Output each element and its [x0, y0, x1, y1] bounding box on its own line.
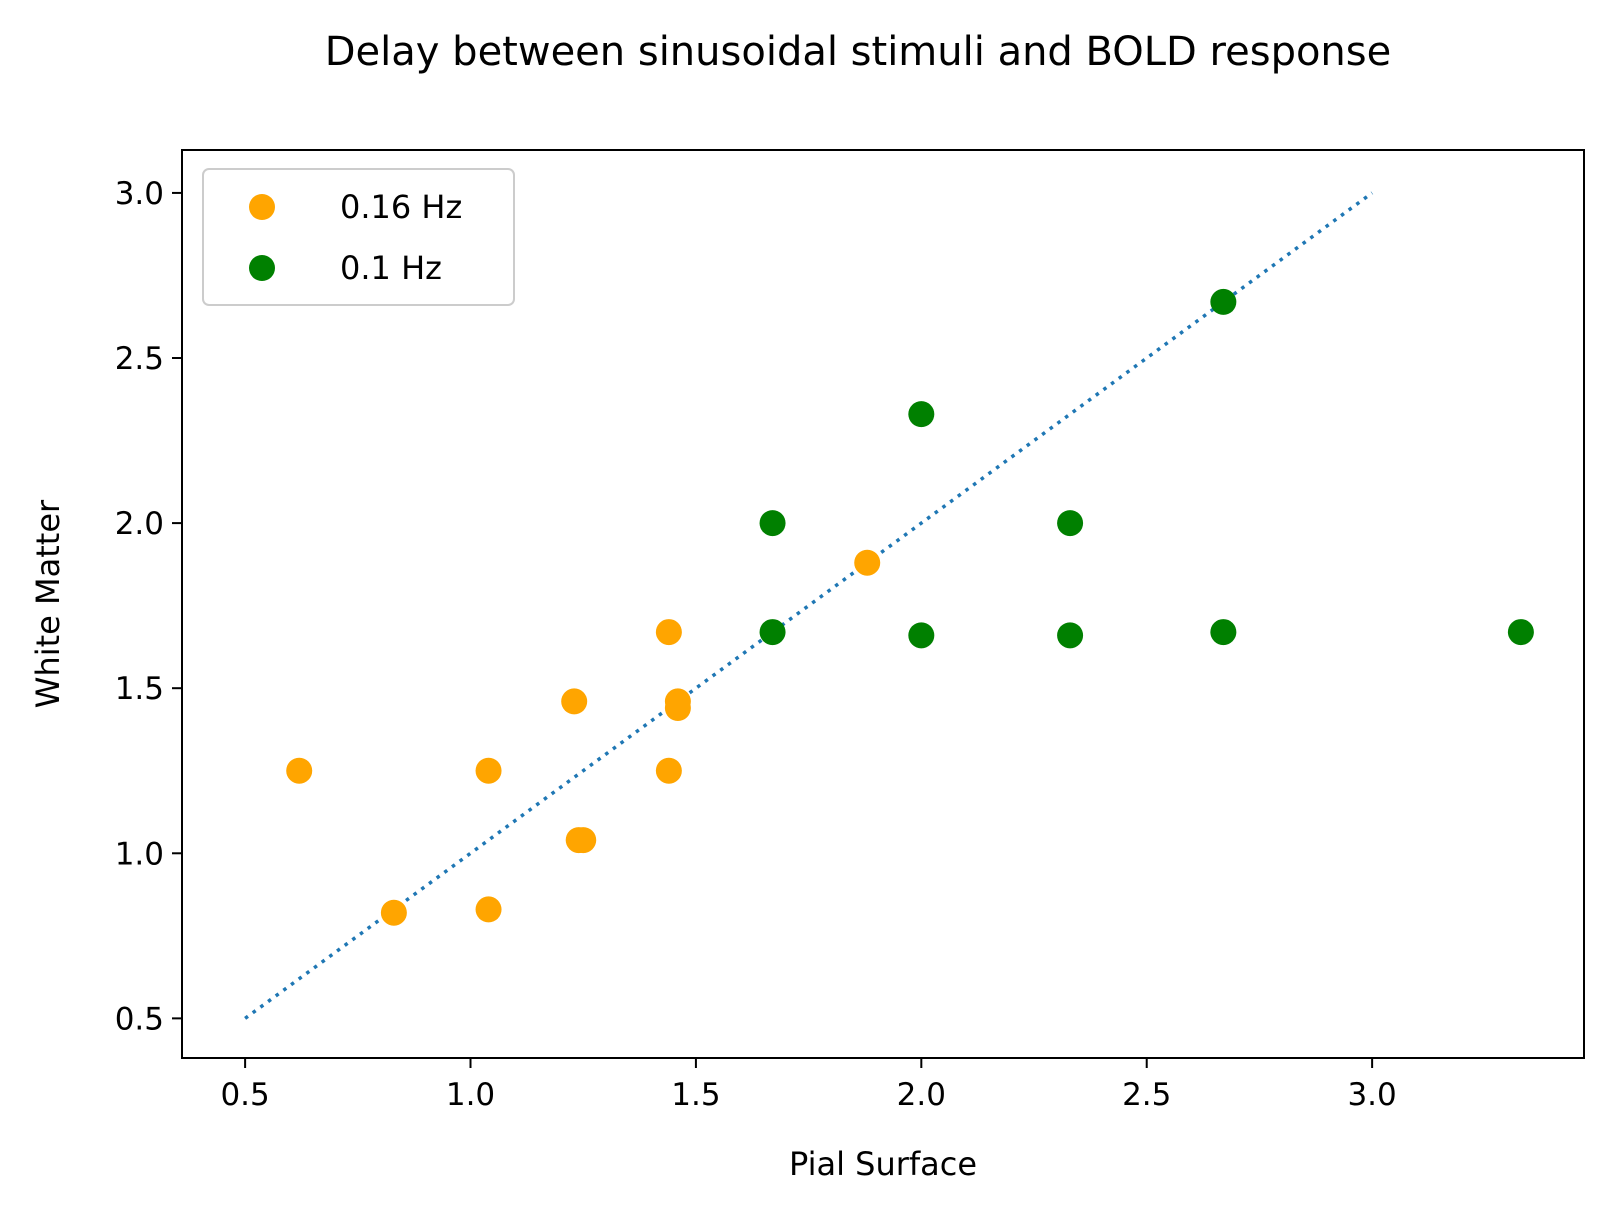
- point-0.16-hz-6: [570, 827, 597, 854]
- y-tick-label-3.0: 3.0: [115, 176, 164, 212]
- legend-label-0.1-hz: 0.1 Hz: [340, 249, 442, 287]
- point-0.1-hz-2: [908, 401, 935, 428]
- point-0.1-hz-4: [1057, 510, 1084, 537]
- point-0.1-hz-0: [759, 510, 786, 537]
- plot-area-frame: [181, 149, 1585, 1059]
- legend: 0.16 Hz 0.1 Hz: [202, 168, 515, 306]
- point-0.16-hz-1: [380, 899, 407, 926]
- legend-marker-0.1-hz: [249, 255, 275, 281]
- point-0.16-hz-2: [475, 757, 502, 784]
- point-0.16-hz-7: [655, 619, 682, 646]
- legend-marker-0.16-hz: [249, 194, 275, 220]
- point-0.1-hz-3: [908, 622, 935, 649]
- x-tick-label-2.5: 2.5: [1122, 1077, 1171, 1113]
- legend-label-0.16-hz: 0.16 Hz: [340, 188, 462, 226]
- point-0.1-hz-5: [1057, 622, 1084, 649]
- points-layer: [286, 288, 1534, 926]
- reference-line-layer: [244, 191, 1374, 1020]
- point-0.16-hz-11: [854, 549, 881, 576]
- point-0.16-hz-0: [286, 757, 313, 784]
- x-tick-label-1.5: 1.5: [671, 1077, 720, 1113]
- point-0.1-hz-6: [1210, 288, 1237, 315]
- y-tick-label-1.5: 1.5: [115, 671, 164, 707]
- y-tick-label-0.5: 0.5: [115, 1001, 164, 1037]
- x-tick-label-1.0: 1.0: [446, 1077, 495, 1113]
- x-tick-label-2.0: 2.0: [897, 1077, 946, 1113]
- point-0.16-hz-8: [655, 757, 682, 784]
- point-0.1-hz-8: [1507, 619, 1534, 646]
- point-0.1-hz-7: [1210, 619, 1237, 646]
- point-0.1-hz-1: [759, 619, 786, 646]
- y-tick-label-1.0: 1.0: [115, 836, 164, 872]
- y-axis-label: White Matter: [29, 499, 67, 708]
- chart-title: Delay between sinusoidal stimuli and BOL…: [325, 29, 1391, 75]
- x-axis-ticks: 0.5 1.0 1.5 2.0 2.5 3.0: [220, 1058, 1397, 1113]
- x-tick-label-0.5: 0.5: [220, 1077, 269, 1113]
- x-axis-label: Pial Surface: [789, 1145, 977, 1183]
- point-0.16-hz-10: [664, 695, 691, 722]
- reference-line: [244, 191, 1374, 1020]
- y-tick-label-2.0: 2.0: [115, 506, 164, 542]
- y-tick-label-2.5: 2.5: [115, 341, 164, 377]
- legend-box: [202, 168, 515, 306]
- y-axis-ticks: 0.5 1.0 1.5 2.0 2.5 3.0: [115, 176, 182, 1037]
- point-0.16-hz-3: [475, 896, 502, 923]
- point-0.16-hz-4: [561, 688, 588, 715]
- x-tick-label-3.0: 3.0: [1347, 1077, 1396, 1113]
